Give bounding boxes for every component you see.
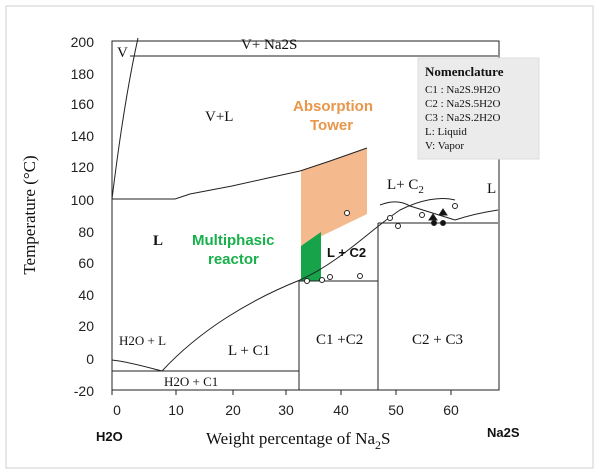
y-tick: 120 bbox=[71, 159, 95, 175]
x-axis-title-main: Weight percentage of Na bbox=[206, 429, 375, 448]
marker-triangle bbox=[438, 208, 448, 216]
plot-border bbox=[111, 40, 500, 391]
absorption-tower-zone bbox=[301, 148, 367, 246]
y-tick: -20 bbox=[74, 383, 94, 399]
marker-triangle bbox=[428, 213, 438, 221]
y-tick-labels: 200 180 160 140 120 100 80 60 40 20 0 -2… bbox=[71, 34, 95, 399]
nomenclature-item: C2 : Na2S.5H2O bbox=[425, 98, 501, 110]
axis-tick-marks bbox=[111, 390, 452, 395]
x-axis-title-end: S bbox=[381, 429, 390, 448]
region-v-l: V+L bbox=[205, 109, 233, 125]
marker-open bbox=[344, 210, 350, 216]
region-l-c2-sub: 2 bbox=[418, 184, 424, 196]
y-tick: 40 bbox=[78, 287, 94, 303]
y-tick: 140 bbox=[71, 128, 95, 144]
region-h2o-l: H2O + L bbox=[119, 333, 166, 348]
absorption-label-1: Absorption bbox=[293, 98, 373, 115]
marker-open bbox=[387, 215, 393, 221]
multiphasic-reactor-zone bbox=[301, 232, 321, 281]
x-axis-title: Weight percentage of Na2S bbox=[206, 429, 391, 452]
y-tick: 0 bbox=[86, 351, 94, 367]
multiphasic-label-2: reactor bbox=[208, 251, 259, 268]
y-tick: 60 bbox=[78, 255, 94, 271]
x-tick-labels: 0 10 20 30 40 50 60 bbox=[113, 402, 459, 418]
y-tick: 180 bbox=[71, 66, 95, 82]
phase-boundaries bbox=[111, 37, 499, 390]
y-axis-title: Temperature (°C) bbox=[20, 155, 39, 274]
marker-filled bbox=[431, 220, 437, 226]
region-l-c2: L+ C2 bbox=[387, 177, 424, 196]
y-tick: 80 bbox=[78, 224, 94, 240]
multiphasic-label-1: Multiphasic bbox=[192, 232, 275, 249]
marker-open bbox=[419, 212, 425, 218]
x-tick: 0 bbox=[113, 402, 121, 418]
region-labels: V V+ Na2S V+L L L+ C2 L L + C2 H2O + L L… bbox=[117, 37, 496, 389]
marker-open bbox=[304, 278, 310, 284]
x-tick: 10 bbox=[168, 402, 184, 418]
nomenclature-item: V: Vapor bbox=[425, 140, 464, 152]
region-h2o-c1: H2O + C1 bbox=[164, 374, 218, 389]
region-l-c2-main: L+ C bbox=[387, 177, 418, 193]
absorption-label-2: Tower bbox=[310, 117, 353, 134]
y-tick: 20 bbox=[78, 318, 94, 334]
marker-open bbox=[327, 274, 333, 280]
vapor-liquidus-curve bbox=[111, 37, 139, 200]
region-l: L bbox=[153, 233, 163, 249]
region-c1-c2: C1 +C2 bbox=[316, 332, 363, 348]
marker-filled bbox=[440, 220, 446, 226]
marker-open bbox=[357, 273, 363, 279]
liquidus-curve bbox=[111, 197, 456, 372]
nomenclature-background bbox=[417, 57, 540, 160]
x-axis-title-sub: 2 bbox=[375, 438, 381, 452]
region-l-plus-c2: L + C2 bbox=[327, 245, 366, 260]
x-tick: 50 bbox=[388, 402, 404, 418]
y-tick: 100 bbox=[71, 192, 95, 208]
x-tick: 60 bbox=[443, 402, 459, 418]
nomenclature-title: Nomenclature bbox=[425, 64, 504, 79]
region-l-c1: L + C1 bbox=[228, 343, 270, 359]
marker-open bbox=[395, 223, 401, 229]
marker-open bbox=[452, 203, 458, 209]
left-component-label: H2O bbox=[96, 429, 123, 444]
right-component-label: Na2S bbox=[487, 425, 520, 440]
marker-open bbox=[319, 277, 325, 283]
data-markers bbox=[304, 203, 458, 284]
region-l-cut: L bbox=[487, 181, 496, 197]
nomenclature-item: L: Liquid bbox=[425, 126, 467, 138]
region-v: V bbox=[117, 45, 128, 61]
region-v-na2s: V+ Na2S bbox=[241, 37, 297, 53]
x-tick: 20 bbox=[225, 402, 241, 418]
c3-liquidus bbox=[454, 209, 499, 221]
nomenclature-box: Nomenclature C1 : Na2S.9H2O C2 : Na2S.5H… bbox=[417, 57, 540, 160]
boiling-curve bbox=[112, 147, 368, 200]
y-tick: 160 bbox=[71, 96, 95, 112]
c2-liquidus bbox=[379, 201, 456, 221]
x-tick: 40 bbox=[333, 402, 349, 418]
region-c2-c3: C2 + C3 bbox=[412, 332, 463, 348]
x-tick: 30 bbox=[278, 402, 294, 418]
y-tick: 200 bbox=[71, 34, 95, 50]
nomenclature-item: C3 : Na2S.2H2O bbox=[425, 112, 501, 124]
nomenclature-item: C1 : Na2S.9H2O bbox=[425, 84, 501, 96]
